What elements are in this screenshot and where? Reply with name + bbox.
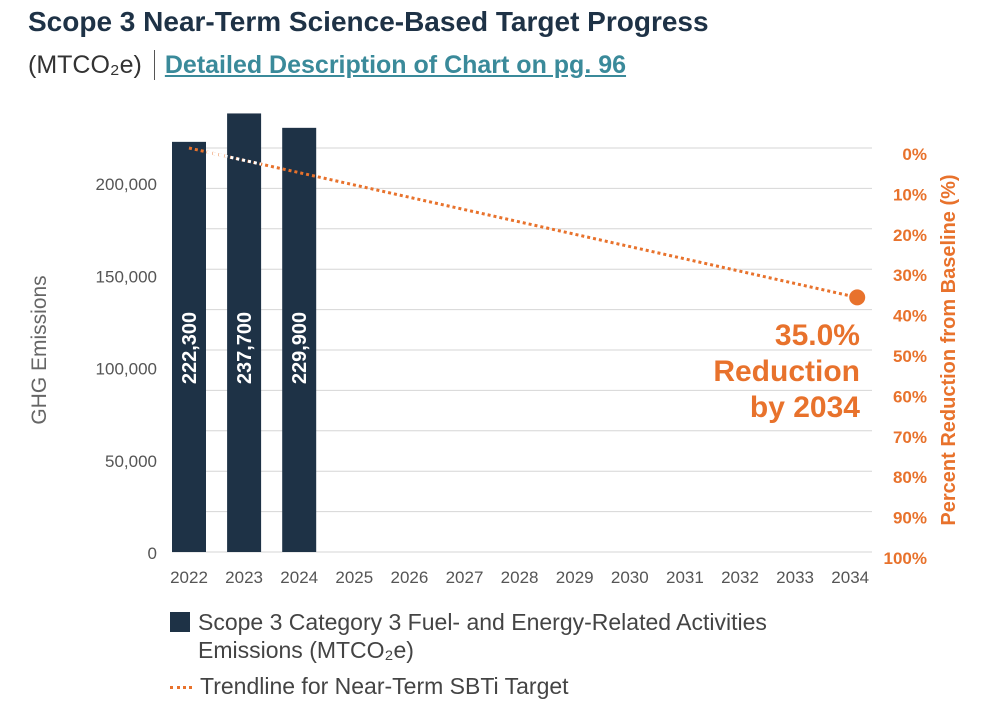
x-tick-label: 2031 xyxy=(666,568,704,587)
y2-tick-label: 70% xyxy=(893,428,927,447)
annotation-line-2: Reduction xyxy=(713,355,860,388)
legend: Scope 3 Category 3 Fuel- and Energy-Rela… xyxy=(170,608,880,708)
bar-data-label: 237,700 xyxy=(234,312,256,384)
y-tick-label: 200,000 xyxy=(96,175,157,194)
unit-label: (MTCO₂e) xyxy=(28,50,142,79)
y-tick-label: 50,000 xyxy=(105,452,157,471)
x-tick-label: 2028 xyxy=(501,568,539,587)
legend-item-trend: Trendline for Near-Term SBTi Target xyxy=(170,672,880,700)
y-tick-label: 150,000 xyxy=(96,267,157,286)
bar xyxy=(227,113,262,553)
annotation-line-3: by 2034 xyxy=(750,391,860,424)
y2-tick-label: 90% xyxy=(893,509,927,528)
bar xyxy=(282,127,317,552)
bar xyxy=(172,141,206,552)
annotation-line-1: 35.0% xyxy=(775,319,860,352)
y-tick-label: 100,000 xyxy=(96,360,157,379)
x-tick-label: 2025 xyxy=(335,568,373,587)
trendline xyxy=(188,146,858,299)
y-tick-label: 0 xyxy=(148,544,157,563)
x-tick-label: 2023 xyxy=(225,568,263,587)
chart-svg: 0 50,000 100,000 150,000 200,000 GHG Emission… xyxy=(28,113,960,587)
x-tick-label: 2027 xyxy=(446,568,484,587)
y2-tick-label: 40% xyxy=(893,307,927,326)
y2-tick-label: 20% xyxy=(893,226,927,245)
x-tick-label: 2030 xyxy=(611,568,649,587)
legend-trend-swatch xyxy=(170,686,192,689)
y2-tick-label: 0% xyxy=(902,145,927,164)
chart-title: Scope 3 Near-Term Science-Based Target P… xyxy=(28,6,709,37)
x-tick-label: 2026 xyxy=(390,568,428,587)
y2-tick-label: 30% xyxy=(893,266,927,285)
legend-trend-label: Trendline for Near-Term SBTi Target xyxy=(200,673,569,699)
detailed-description-link[interactable]: Detailed Description of Chart on pg. 96 xyxy=(164,50,627,79)
x-tick-label: 2024 xyxy=(280,568,318,587)
x-tick-label: 2029 xyxy=(556,568,594,587)
y2-tick-label: 60% xyxy=(893,387,927,406)
subtitle-divider xyxy=(153,50,155,80)
x-tick-label: 2033 xyxy=(776,568,814,587)
legend-bar-swatch xyxy=(170,612,190,632)
bar-data-label: 222,300 xyxy=(179,312,201,384)
y2-axis-title: Percent Reduction from Baseline (%) xyxy=(938,174,960,525)
bar-data-label: 229,900 xyxy=(289,312,311,384)
chart-subtitle: (MTCO₂e) Detailed Description of Chart o… xyxy=(28,50,626,80)
x-tick-label: 2032 xyxy=(721,568,759,587)
y2-tick-label: 100% xyxy=(884,549,927,568)
y2-tick-label: 50% xyxy=(893,347,927,366)
y2-tick-label: 80% xyxy=(893,468,927,487)
legend-item-bar: Scope 3 Category 3 Fuel- and Energy-Rela… xyxy=(170,608,880,664)
x-tick-label: 2022 xyxy=(170,568,208,587)
y2-tick-label: 10% xyxy=(893,185,927,204)
legend-bar-label: Scope 3 Category 3 Fuel- and Energy-Rela… xyxy=(198,609,767,663)
trendline-endpoint xyxy=(849,289,866,306)
x-tick-label: 2034 xyxy=(831,568,869,587)
y-axis-title: GHG Emissions xyxy=(28,275,51,424)
